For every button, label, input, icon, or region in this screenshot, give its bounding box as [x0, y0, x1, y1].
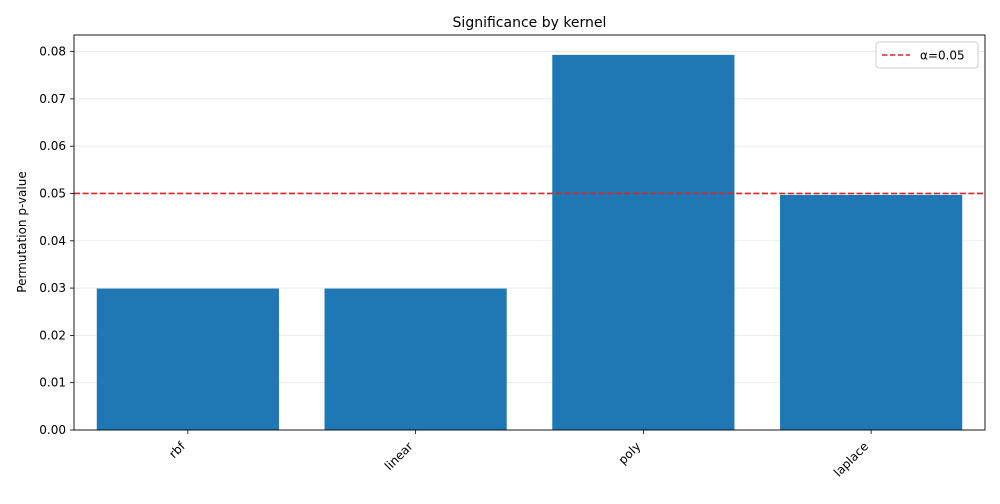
- y-tick-label: 0.08: [39, 45, 66, 59]
- y-tick-label: 0.05: [39, 186, 66, 200]
- legend: α=0.05: [875, 41, 979, 69]
- bar-poly: [552, 54, 735, 431]
- bar-laplace: [780, 194, 963, 430]
- y-tick-label: 0.01: [39, 376, 66, 390]
- legend-entry-label: α=0.05: [920, 49, 965, 63]
- chart-title: Significance by kernel: [453, 15, 607, 31]
- y-tick-label: 0.07: [39, 92, 66, 106]
- axes: [70, 34, 986, 434]
- x-tick-label-linear: linear: [382, 439, 416, 473]
- plot-frame: [73, 34, 986, 431]
- x-tick-label-rbf: rbf: [166, 439, 188, 461]
- bar-linear: [324, 288, 507, 430]
- legend-box: [875, 41, 979, 69]
- bars: [96, 54, 963, 431]
- y-tick-label: 0.04: [39, 234, 66, 248]
- y-tick-label: 0.06: [39, 139, 66, 153]
- y-axis-label: Permutation p-value: [15, 171, 29, 292]
- y-tick-label: 0.00: [39, 423, 66, 437]
- y-tick-label: 0.03: [39, 281, 66, 295]
- y-tick-label: 0.02: [39, 328, 66, 342]
- bar-rbf: [96, 288, 279, 430]
- x-tick-label-laplace: laplace: [831, 439, 871, 479]
- x-tick-label-poly: poly: [616, 439, 644, 467]
